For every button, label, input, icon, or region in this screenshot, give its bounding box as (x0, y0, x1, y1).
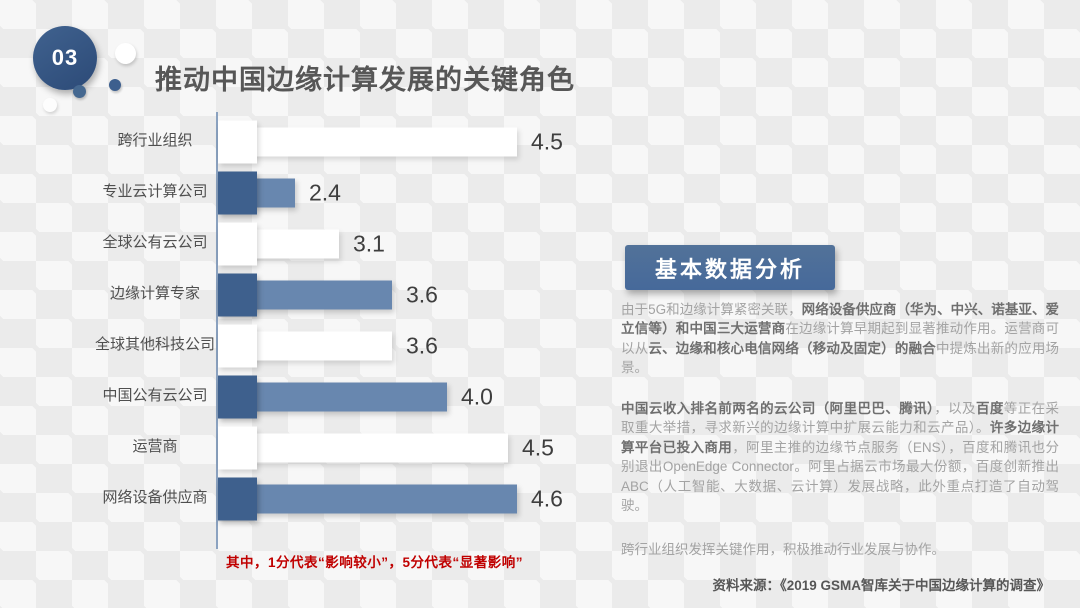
analysis-paragraph: 跨行业组织发挥关键作用，积极推动行业发展与协作。 (621, 540, 1059, 559)
bar-track: 4.6 (216, 473, 610, 524)
category-label: 运营商 (132, 438, 178, 456)
bar-chart: 跨行业组织 4.5 专业云计算公司 2.4 全球公有云公司 3.1 边缘计算专家 3.6 全球其… (0, 116, 610, 524)
analysis-header-label: 基本数据分析 (654, 256, 805, 282)
bar-track: 2.4 (216, 167, 610, 218)
chart-row: 跨行业组织 4.5 (0, 116, 610, 167)
category-label: 跨行业组织 (117, 132, 193, 150)
bar-value-label: 4.5 (531, 128, 563, 154)
bar-cap (218, 222, 257, 265)
chart-row: 全球其他科技公司 3.6 (0, 320, 610, 371)
chart-row: 全球公有云公司 3.1 (0, 218, 610, 269)
bar-track: 3.6 (216, 269, 610, 320)
data-source: 资料来源：《2019 GSMA智库关于中国边缘计算的调查》 (712, 578, 1050, 593)
chart-row: 网络设备供应商 4.6 (0, 473, 610, 524)
chart-row: 边缘计算专家 3.6 (0, 269, 610, 320)
bar-cap (218, 120, 257, 163)
category-label: 全球其他科技公司 (94, 336, 215, 354)
bar (218, 484, 517, 513)
bar-value-label: 4.0 (461, 383, 493, 409)
bar-cap (218, 375, 257, 418)
chart-scale-note: 其中，1分代表“影响较小”，5分代表“显著影响” (226, 555, 524, 570)
page-title: 推动中国边缘计算发展的关键角色 (155, 65, 575, 96)
bar-value-label: 4.5 (522, 434, 554, 460)
bar-track: 4.0 (216, 371, 610, 422)
bar (218, 433, 508, 462)
bar (218, 127, 517, 156)
body-text: 跨行业组织发挥关键作用，积极推动行业发展与协作。 (621, 542, 945, 558)
bar-value-label: 2.4 (309, 179, 341, 205)
emphasis-text: 中国云收入排名前两名的云公司（阿里巴巴、腾讯） (621, 400, 935, 416)
decorative-dot (109, 79, 121, 91)
decorative-dot (73, 85, 86, 98)
body-text: ，以及 (934, 400, 976, 416)
body-text: ，阿里主推的边缘节点服务（ENS），百度和腾讯也分别退出OpenEdge Con… (621, 439, 1059, 513)
bar-track: 3.6 (216, 320, 610, 371)
body-text: 在边缘计算早期起到显著推动作用。运营商可以从 (621, 321, 1060, 356)
bar-cap (218, 426, 257, 469)
category-label: 边缘计算专家 (109, 285, 200, 303)
analysis-paragraphs: 由于5G和边缘计算紧密关联，网络设备供应商（华为、中兴、诺基亚、爱立信等）和中国… (621, 300, 1059, 581)
category-label: 中国公有云公司 (102, 387, 208, 405)
emphasis-text: 网络设备供应商（华为、中兴、诺基亚、爱立信等）和中国三大运营商 (621, 302, 1060, 337)
emphasis-text: 百度 (975, 400, 1004, 416)
chart-row: 运营商 4.5 (0, 422, 610, 473)
section-number: 03 (51, 45, 79, 70)
bar-cap (218, 273, 257, 316)
section-number-badge: 03 (33, 26, 97, 90)
bar-value-label: 3.6 (406, 332, 438, 358)
chart-row: 中国公有云公司 4.0 (0, 371, 610, 422)
bar-cap (218, 324, 257, 367)
bar-value-label: 3.1 (353, 230, 385, 256)
body-text: 中提炼出新的应用场景。 (621, 340, 1060, 376)
emphasis-text: 云、边缘和核心电信网络（移动及固定）的融合 (648, 340, 936, 356)
chart-axis-line (216, 112, 218, 549)
category-label: 专业云计算公司 (102, 183, 208, 201)
decorative-dot (43, 98, 57, 112)
bar-value-label: 4.6 (531, 485, 563, 511)
bar-cap (218, 477, 257, 520)
category-label: 网络设备供应商 (102, 489, 208, 507)
category-label: 全球公有云公司 (102, 234, 208, 252)
body-text: 由于5G和边缘计算紧密关联， (621, 302, 802, 317)
bar-track: 3.1 (216, 218, 610, 269)
bar-track: 4.5 (216, 422, 610, 473)
emphasis-text: 许多边缘计算平台已投入商用 (621, 420, 1060, 455)
body-text: 等正在采取重大举措，寻求新兴的边缘计算中扩展云能力和云产品）。 (621, 400, 1060, 436)
bar-track: 4.5 (216, 116, 610, 167)
analysis-header-box: 基本数据分析 (625, 245, 835, 290)
bar-cap (218, 171, 257, 214)
decorative-dot (115, 43, 136, 64)
analysis-paragraph: 由于5G和边缘计算紧密关联，网络设备供应商（华为、中兴、诺基亚、爱立信等）和中国… (621, 300, 1059, 378)
chart-row: 专业云计算公司 2.4 (0, 167, 610, 218)
analysis-paragraph: 中国云收入排名前两名的云公司（阿里巴巴、腾讯），以及百度等正在采取重大举措，寻求… (621, 399, 1059, 516)
bar-value-label: 3.6 (406, 281, 438, 307)
